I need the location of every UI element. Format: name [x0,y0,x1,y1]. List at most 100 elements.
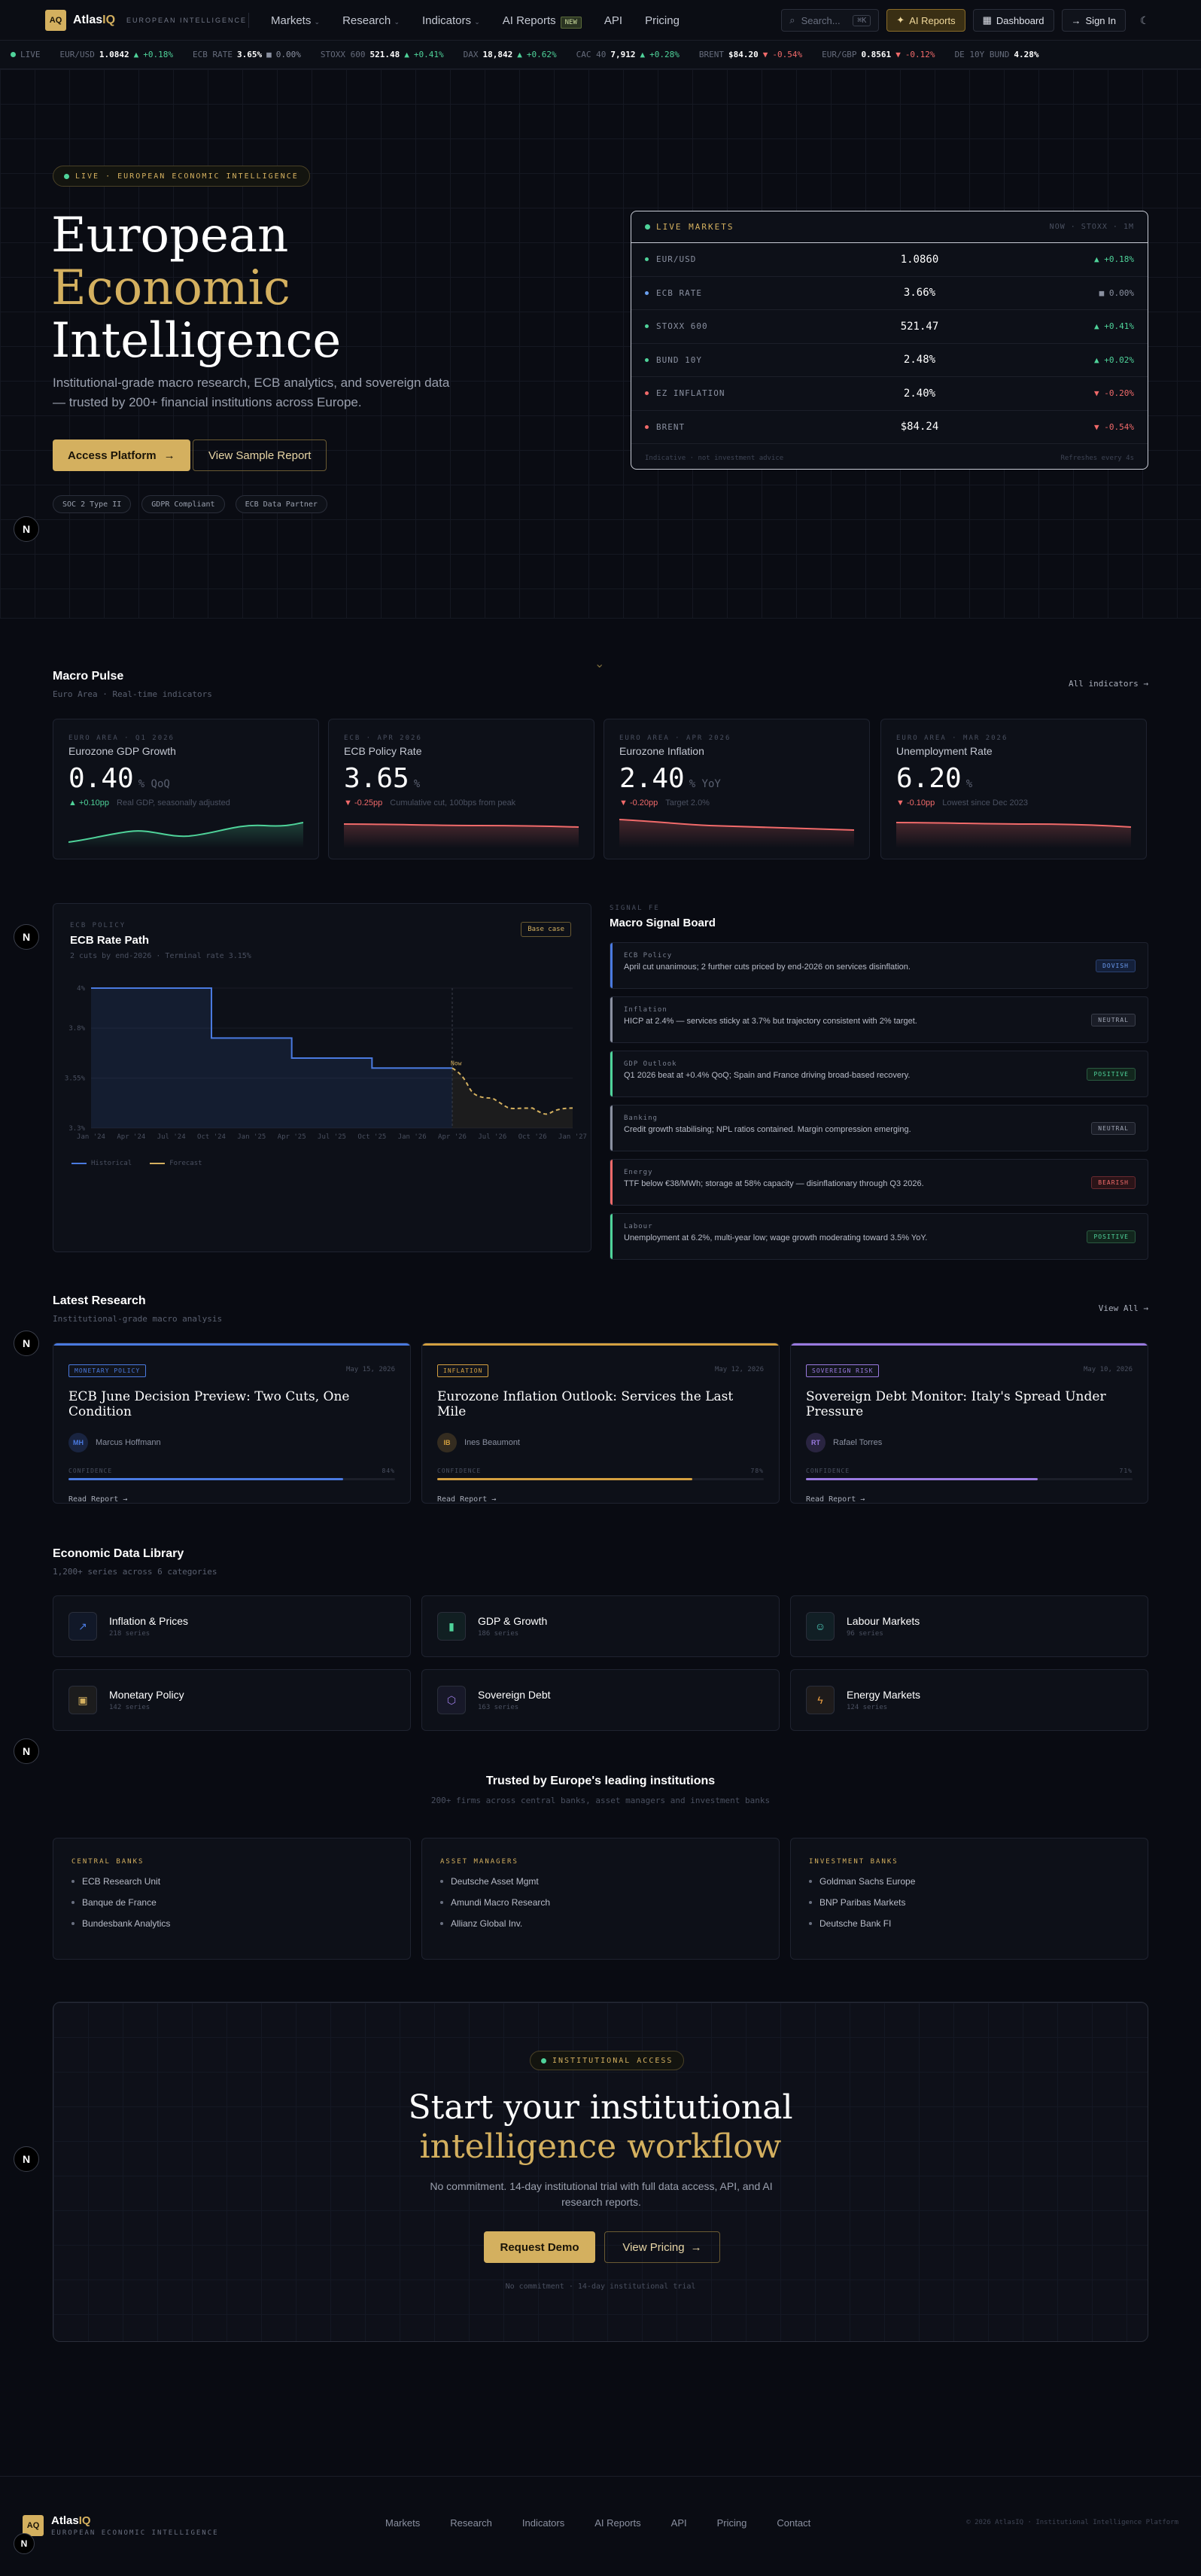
kpi-card[interactable]: EURO AREA · APR 2026 Eurozone Inflation … [604,719,870,859]
signal-item[interactable]: ECB Policy April cut unanimous; 2 further… [610,942,1148,989]
request-demo-button[interactable]: Request Demo [484,2231,595,2263]
library-category[interactable]: ϟ Energy Markets 124 series [790,1669,1148,1731]
kpi-card[interactable]: EURO AREA · MAR 2026 Unemployment Rate 6… [880,719,1147,859]
search-input[interactable]: ⌕ Search... ⌘K [781,9,880,32]
footer-link[interactable]: AI Reports [594,2517,641,2529]
x-tick-label: Oct '25 [357,1133,386,1141]
markets-tabs[interactable]: NOW · STOXX · 1M [1049,223,1134,231]
n-badge-icon[interactable]: N [14,2146,39,2172]
category-name: Energy Markets [847,1689,921,1701]
footer-link[interactable]: Indicators [521,2517,565,2529]
confidence-bar [437,1478,764,1480]
n-badge-icon[interactable]: N [14,516,39,542]
n-badge-icon[interactable]: N [14,1738,39,1764]
ai-reports-button[interactable]: ✦ AI Reports [886,9,965,32]
nav-pricing[interactable]: Pricing [645,14,680,27]
research-author: RT Rafael Torres [806,1433,1133,1452]
bullet-icon [809,1880,812,1883]
signal-label: GDP Outlook [624,1060,677,1068]
footer-link[interactable]: API [670,2517,687,2529]
library-category[interactable]: ▮ GDP & Growth 186 series [421,1595,780,1657]
compliance-chip: GDPR Compliant [141,495,225,513]
nav-research[interactable]: Research ⌄ [342,14,400,27]
signal-text: April cut unanimous; 2 further cuts pric… [624,963,911,972]
research-card[interactable]: SOVEREIGN RISK May 10, 2026 Sovereign De… [790,1343,1148,1504]
market-row[interactable]: BRENT $84.24 ▼ -0.54% [631,411,1148,444]
read-report-link[interactable]: Read Report → [68,1495,128,1504]
bullet-icon [71,1880,74,1883]
status-dot-icon [645,357,649,362]
research-card[interactable]: INFLATION May 12, 2026 Eurozone Inflatio… [421,1343,780,1504]
chevron-down-icon: ⌄ [314,17,321,26]
category-name: Inflation & Prices [109,1615,189,1627]
view-sample-report-button[interactable]: View Sample Report [193,439,327,471]
confidence-fill [68,1478,343,1480]
compliance-chips: SOC 2 Type II GDPR Compliant ECB Data Pa… [53,495,327,513]
base-case-badge[interactable]: Base case [521,922,571,937]
signal-text: HICP at 2.4% — services sticky at 3.7% b… [624,1017,917,1026]
view-all-research-link[interactable]: View All → [1098,1303,1148,1313]
signal-item[interactable]: Banking Credit growth stabilising; NPL ra… [610,1105,1148,1151]
nav-ai-reports[interactable]: AI Reports NEW [503,14,582,29]
y-tick-label: 3.8% [68,1025,85,1033]
new-badge: NEW [560,16,582,29]
signal-item[interactable]: Labour Unemployment at 6.2%, multi-year l… [610,1213,1148,1260]
footer-brand: AtlasIQ [51,2514,91,2527]
kpi-card[interactable]: ECB · APR 2026 ECB Policy Rate 3.65% ▼ -… [328,719,594,859]
library-category[interactable]: ☺ Labour Markets 96 series [790,1595,1148,1657]
library-category[interactable]: ▣ Monetary Policy 142 series [53,1669,411,1731]
all-indicators-link[interactable]: All indicators → [1069,679,1148,689]
nav-markets[interactable]: Markets ⌄ [271,14,321,27]
category-count: 186 series [478,1630,519,1638]
n-badge-icon[interactable]: N [14,924,39,950]
footer-link[interactable]: Markets [385,2517,421,2529]
n-badge-icon[interactable]: N [14,2533,35,2554]
signal-label: Labour [624,1223,653,1230]
footer-link[interactable]: Research [450,2517,492,2529]
signal-item[interactable]: Energy TTF below €38/MWh; storage at 58% … [610,1159,1148,1206]
market-row[interactable]: BUND 10Y 2.48% ▲ +0.02% [631,344,1148,377]
read-report-link[interactable]: Read Report → [437,1495,497,1504]
footer-link[interactable]: Contact [777,2517,811,2529]
kpi-name: Unemployment Rate [896,745,993,757]
bullet-icon [809,1901,812,1904]
institution-column: INVESTMENT BANKS Goldman Sachs Europe BNP … [790,1838,1148,1960]
dashboard-button[interactable]: ▦ Dashboard [972,9,1054,32]
kpi-sparkline [344,823,579,848]
theme-toggle-icon[interactable]: ☾ [1139,14,1150,26]
nav-divider [248,13,249,28]
macro-pulse-subtitle: Euro Area · Real-time indicators [53,689,212,699]
signal-accent [610,1160,613,1205]
nav-indicators[interactable]: Indicators ⌄ [421,14,480,27]
institution-item: ECB Research Unit [71,1876,392,1887]
compliance-chip: ECB Data Partner [235,495,327,513]
macro-pulse-title: Macro Pulse [53,670,124,683]
category-count: 124 series [847,1704,888,1711]
scroll-down-icon[interactable]: ⌄ [594,658,605,671]
read-report-link[interactable]: Read Report → [806,1495,865,1504]
signal-item[interactable]: GDP Outlook Q1 2026 beat at +0.4% QoQ; Sp… [610,1051,1148,1097]
market-row[interactable]: EUR/USD 1.0860 ▲ +0.18% [631,243,1148,277]
library-category[interactable]: ↗ Inflation & Prices 218 series [53,1595,411,1657]
library-category[interactable]: ⬡ Sovereign Debt 163 series [421,1669,780,1731]
market-row[interactable]: EZ INFLATION 2.40% ▼ -0.20% [631,377,1148,411]
market-row[interactable]: ECB RATE 3.66% ■ 0.00% [631,277,1148,310]
market-row[interactable]: STOXX 600 521.47 ▲ +0.41% [631,310,1148,344]
ticker-item: CAC 40 7,912 ▲ +0.28% [576,50,680,59]
brand-logo[interactable]: AQ AtlasIQ EUROPEAN INTELLIGENCE [45,10,247,31]
access-platform-button[interactable]: Access Platform → [53,439,190,471]
x-tick-label: Apr '25 [278,1133,306,1141]
research-card[interactable]: MONETARY POLICY May 15, 2026 ECB June De… [53,1343,411,1504]
signal-item[interactable]: Inflation HICP at 2.4% — services sticky … [610,996,1148,1043]
research-date: May 10, 2026 [1083,1366,1133,1373]
kpi-card[interactable]: EURO AREA · Q1 2026 Eurozone GDP Growth … [53,719,319,859]
footer-logo[interactable]: AQ AtlasIQ EUROPEAN ECONOMIC INTELLIGENCE [23,2514,219,2537]
footer-link[interactable]: Pricing [716,2517,747,2529]
sign-in-button[interactable]: → Sign In [1061,9,1126,32]
view-pricing-button[interactable]: View Pricing → [604,2231,720,2263]
research-tag: MONETARY POLICY [68,1364,147,1377]
n-badge-icon[interactable]: N [14,1331,39,1356]
nav-api[interactable]: API [604,14,623,27]
category-icon: ▣ [68,1686,97,1714]
